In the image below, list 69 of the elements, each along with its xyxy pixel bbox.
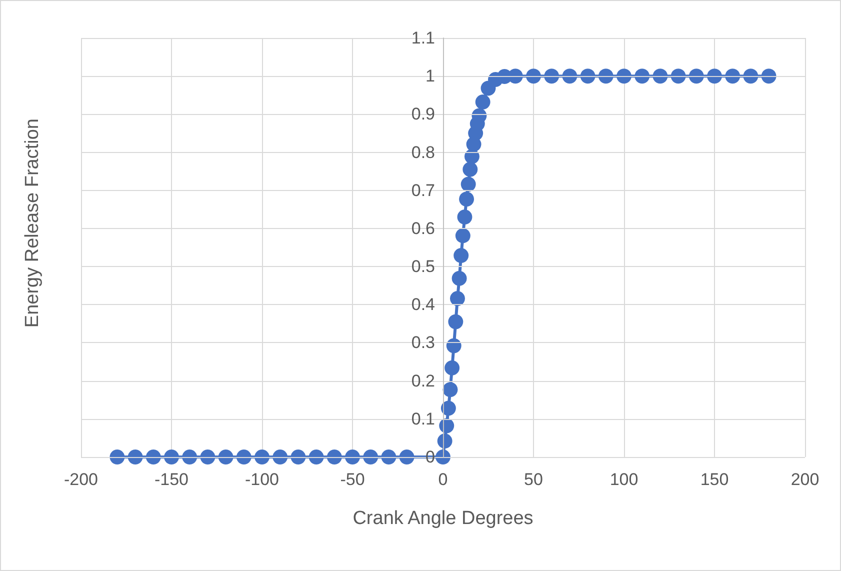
x-tick-label: 50 bbox=[524, 470, 543, 489]
point bbox=[450, 291, 465, 306]
point bbox=[761, 68, 776, 84]
y-tick-label: 1.1 bbox=[411, 28, 435, 48]
point bbox=[544, 68, 560, 84]
point bbox=[455, 228, 470, 244]
point bbox=[308, 450, 324, 464]
y-tick-label: 0.2 bbox=[411, 371, 435, 390]
point bbox=[457, 210, 472, 225]
point bbox=[448, 314, 464, 330]
point bbox=[110, 450, 125, 464]
point bbox=[254, 450, 270, 464]
point bbox=[725, 68, 740, 84]
point bbox=[146, 450, 161, 464]
point bbox=[580, 68, 596, 84]
point bbox=[616, 68, 632, 84]
y-axis-title: Energy Release Fraction bbox=[22, 118, 43, 328]
x-tick-label: 0 bbox=[438, 470, 448, 489]
point bbox=[634, 68, 650, 84]
y-tick-label: 1 bbox=[426, 66, 435, 86]
point bbox=[363, 450, 378, 464]
y-tick-label: 0.8 bbox=[411, 142, 435, 162]
x-tick-label: 150 bbox=[700, 470, 729, 489]
x-tick-label: -50 bbox=[340, 470, 365, 489]
point bbox=[200, 450, 216, 464]
point bbox=[454, 248, 469, 263]
x-tick-label: -100 bbox=[244, 470, 280, 489]
point bbox=[218, 450, 234, 464]
point bbox=[526, 68, 541, 84]
x-tick-label: -150 bbox=[154, 470, 189, 489]
y-tick-label: 0.5 bbox=[411, 257, 435, 276]
point bbox=[452, 270, 467, 286]
point bbox=[743, 68, 758, 84]
y-tick-label: 0.4 bbox=[411, 295, 435, 314]
point bbox=[562, 68, 578, 84]
point bbox=[236, 450, 252, 464]
point bbox=[652, 68, 668, 84]
point bbox=[164, 450, 179, 464]
point bbox=[326, 450, 342, 464]
y-tick-label: 0.6 bbox=[411, 218, 435, 238]
x-tick-label: -200 bbox=[64, 470, 98, 489]
point bbox=[440, 400, 456, 416]
point bbox=[272, 450, 288, 464]
x-tick-label: 100 bbox=[610, 470, 638, 489]
point bbox=[290, 450, 306, 464]
point bbox=[128, 450, 143, 464]
x-tick-label: 200 bbox=[790, 470, 820, 489]
y-tick-label: 0.3 bbox=[411, 333, 435, 352]
point bbox=[437, 434, 452, 448]
point bbox=[459, 192, 474, 207]
point bbox=[442, 382, 458, 398]
y-tick-label: 0.9 bbox=[411, 104, 435, 124]
point bbox=[345, 450, 360, 464]
y-tick-label: 0.7 bbox=[411, 180, 435, 200]
point bbox=[460, 176, 476, 192]
point bbox=[598, 68, 614, 84]
y-tick-label: 0.1 bbox=[411, 409, 435, 428]
point bbox=[444, 360, 460, 376]
point bbox=[462, 162, 478, 177]
point bbox=[475, 94, 490, 110]
x-axis-title: Crank Angle Degrees bbox=[352, 508, 534, 529]
point bbox=[670, 68, 686, 84]
point bbox=[508, 68, 523, 84]
point bbox=[182, 450, 198, 464]
point bbox=[688, 68, 704, 84]
point bbox=[446, 338, 462, 354]
point bbox=[399, 450, 414, 464]
point bbox=[707, 68, 722, 84]
point bbox=[381, 450, 396, 464]
